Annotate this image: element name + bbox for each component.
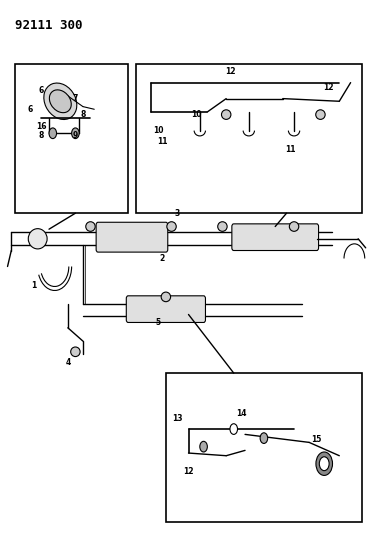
Ellipse shape	[316, 110, 325, 119]
Ellipse shape	[28, 229, 47, 249]
Ellipse shape	[161, 292, 170, 302]
Circle shape	[316, 452, 333, 475]
Text: 6: 6	[39, 86, 44, 95]
Text: 11: 11	[157, 137, 167, 146]
Circle shape	[230, 424, 238, 434]
FancyBboxPatch shape	[96, 222, 168, 252]
Text: 13: 13	[172, 414, 182, 423]
Ellipse shape	[71, 347, 80, 357]
Ellipse shape	[167, 222, 176, 231]
Text: 12: 12	[183, 467, 194, 476]
Text: 3: 3	[175, 209, 180, 217]
Circle shape	[260, 433, 268, 443]
Circle shape	[49, 128, 57, 139]
Text: 4: 4	[65, 358, 70, 367]
Circle shape	[72, 128, 79, 139]
Text: 12: 12	[225, 68, 235, 76]
Text: 7: 7	[73, 94, 78, 103]
Text: 92111 300: 92111 300	[15, 19, 83, 31]
Text: 2: 2	[159, 254, 165, 263]
Text: 5: 5	[156, 318, 161, 327]
Text: 8: 8	[80, 110, 86, 119]
Text: 15: 15	[311, 435, 322, 444]
Text: 8: 8	[39, 132, 44, 140]
Text: 6: 6	[28, 105, 33, 114]
Ellipse shape	[44, 83, 77, 119]
Text: 14: 14	[236, 409, 247, 417]
Ellipse shape	[221, 110, 231, 119]
Ellipse shape	[49, 90, 71, 112]
Text: 10: 10	[191, 110, 201, 119]
Ellipse shape	[86, 222, 95, 231]
Text: 16: 16	[36, 123, 47, 131]
Bar	[15, 64, 128, 213]
FancyBboxPatch shape	[126, 296, 205, 322]
Circle shape	[200, 441, 207, 452]
FancyBboxPatch shape	[232, 224, 319, 251]
Text: 9: 9	[73, 132, 78, 140]
Bar	[166, 373, 362, 522]
Circle shape	[319, 457, 329, 471]
Ellipse shape	[290, 222, 299, 231]
Text: 10: 10	[153, 126, 164, 135]
Text: 11: 11	[285, 145, 296, 154]
Ellipse shape	[218, 222, 227, 231]
Text: 1: 1	[31, 281, 37, 289]
Text: 12: 12	[323, 84, 333, 92]
Bar	[136, 64, 362, 213]
